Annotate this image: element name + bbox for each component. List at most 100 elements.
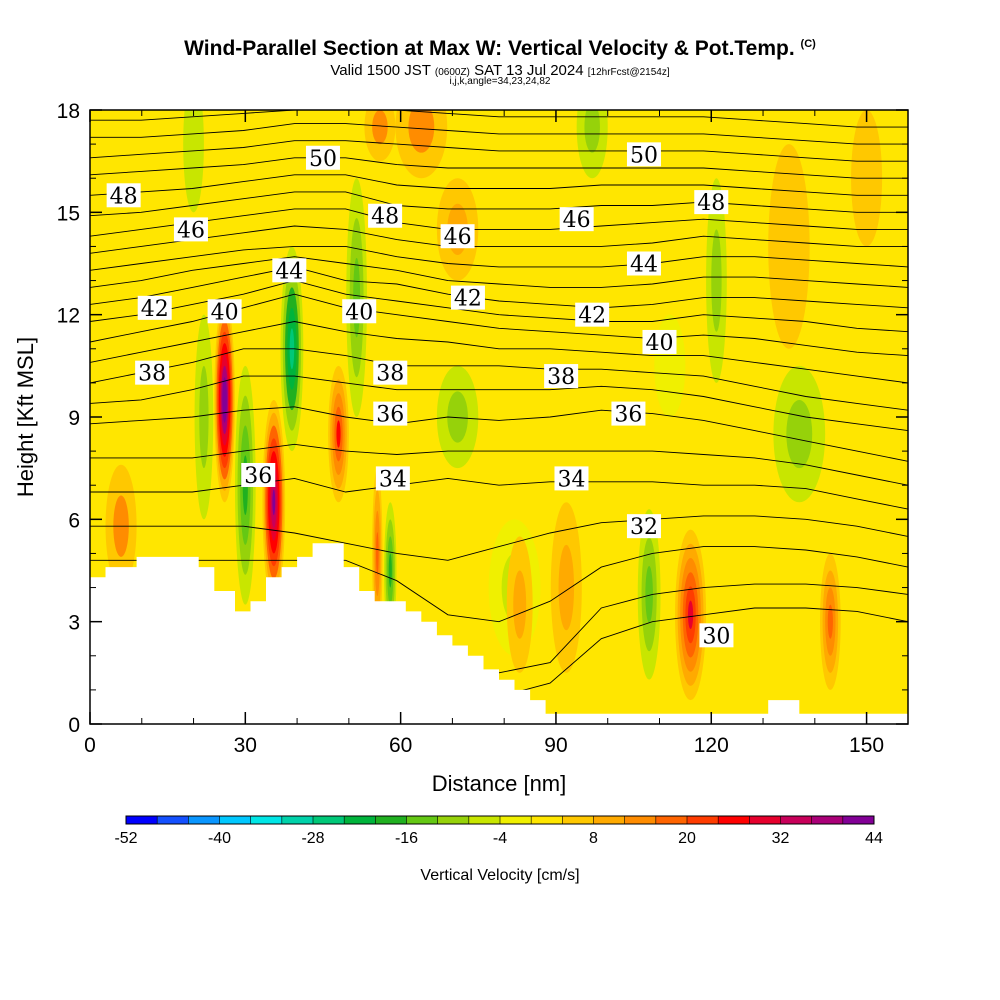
contour-label: 32	[626, 514, 661, 540]
contour-label-box	[611, 401, 646, 426]
contour-label-text: 46	[563, 208, 591, 233]
colorbar-swatch	[780, 816, 813, 824]
isentrope-49	[90, 157, 908, 179]
contour-label-box	[373, 401, 408, 426]
contour-label: 50	[626, 142, 661, 168]
contour-label-box	[626, 142, 661, 167]
copyright-mark: (C)	[800, 38, 816, 50]
contour-label-text: 42	[578, 304, 606, 329]
contour-label-box	[137, 295, 172, 320]
contour-label: 50	[305, 145, 340, 172]
x-tick-label: 150	[849, 734, 884, 757]
updraft-cell	[408, 110, 435, 153]
colorbar-swatch	[468, 816, 501, 824]
contour-label: 48	[106, 183, 141, 209]
contour-label-box	[272, 258, 307, 283]
isentrope-47	[90, 191, 908, 217]
contour-label: 44	[272, 258, 307, 284]
contour-label-text: 50	[309, 147, 337, 172]
contour-label-box	[207, 299, 242, 324]
colorbar-swatch	[562, 816, 594, 824]
chart-subtitle: Valid 1500 JST (0600Z) SAT 13 Jul 2024 […	[330, 62, 670, 79]
isentrope-33	[90, 515, 908, 561]
contour-label-box	[642, 329, 677, 354]
contour-label-text: 30	[702, 624, 730, 649]
colorbar-swatch	[157, 816, 189, 824]
y-axis-label: Height [Kft MSL]	[13, 337, 38, 497]
contour-label-text: 36	[376, 403, 404, 428]
y-tick-label: 6	[68, 509, 80, 532]
contour-label-box	[544, 364, 579, 389]
downdraft-cell	[447, 391, 468, 443]
contour-label: 34	[554, 466, 589, 492]
terrain-mask	[90, 543, 908, 724]
contour-label-text: 42	[454, 287, 482, 312]
downdraft-cell	[353, 257, 361, 338]
contour-label: 36	[373, 401, 408, 428]
colorbar-swatch	[718, 816, 750, 824]
isentrope-43	[90, 256, 908, 288]
contour-label-box	[375, 466, 410, 491]
contour-label-box	[554, 466, 589, 491]
y-tick-label: 9	[68, 407, 80, 430]
isentrope-39	[90, 321, 908, 384]
contour-label-text: 48	[697, 191, 725, 216]
colorbar-swatch	[313, 816, 345, 824]
contour-label: 42	[137, 295, 172, 322]
colorbar-swatch	[219, 816, 252, 824]
contour-label-text: 42	[141, 297, 169, 322]
contour-label-box	[440, 224, 475, 249]
contour-label-box	[694, 190, 729, 215]
updraft-cell	[272, 489, 276, 516]
colorbar-swatch	[593, 816, 626, 824]
contour-label-box	[305, 145, 340, 170]
contour-label-box	[699, 623, 734, 648]
updraft-cell	[687, 600, 694, 630]
colorbar-label: -4	[493, 830, 507, 847]
downdraft-cell	[786, 399, 813, 469]
isentrope-32	[90, 546, 908, 623]
contour-label-text: 38	[376, 362, 404, 387]
downdraft-cell	[711, 229, 722, 332]
contour-label: 40	[342, 299, 377, 325]
downdraft-cell	[188, 110, 199, 179]
isentrope-51	[90, 123, 908, 145]
contour-label-box	[368, 203, 403, 228]
contour-label: 38	[544, 364, 579, 390]
isentrope-44	[90, 245, 908, 271]
contour-label-text: 46	[177, 218, 205, 243]
contour-label: 30	[699, 623, 734, 649]
isentrope-48	[90, 174, 908, 196]
updraft-cell	[558, 544, 575, 631]
contour-label-box	[626, 251, 661, 276]
updraft-cell	[827, 604, 833, 639]
contour-label: 36	[611, 401, 646, 428]
y-tick-label: 18	[57, 100, 80, 123]
contour-label: 42	[450, 285, 485, 312]
potential-temperature-contours	[90, 110, 908, 708]
y-tick-label: 12	[57, 305, 80, 328]
downdraft-cell	[199, 365, 209, 469]
isentrope-34	[90, 477, 908, 510]
contour-label-text: 40	[645, 331, 673, 356]
colorbar-label: 8	[589, 830, 598, 847]
contour-label-text: 36	[244, 464, 272, 489]
y-tick-label: 0	[68, 714, 80, 737]
updraft-cell	[376, 532, 379, 575]
contour-label: 46	[173, 217, 208, 243]
isentrope-50	[90, 140, 908, 162]
contour-label-text: 38	[138, 362, 166, 387]
colorbar-label: -28	[301, 830, 324, 847]
contour-label-text: 40	[345, 300, 373, 325]
terrain-polygon	[90, 543, 908, 724]
contour-label: 40	[207, 299, 242, 325]
contour-label: 46	[559, 207, 594, 233]
colorbar-label: 44	[865, 830, 883, 847]
colorbar-swatch	[188, 816, 220, 824]
contour-label-box	[173, 217, 208, 242]
contour-label: 44	[626, 251, 661, 278]
colorbar-swatch	[281, 816, 314, 824]
contour-label-text: 50	[630, 143, 658, 168]
